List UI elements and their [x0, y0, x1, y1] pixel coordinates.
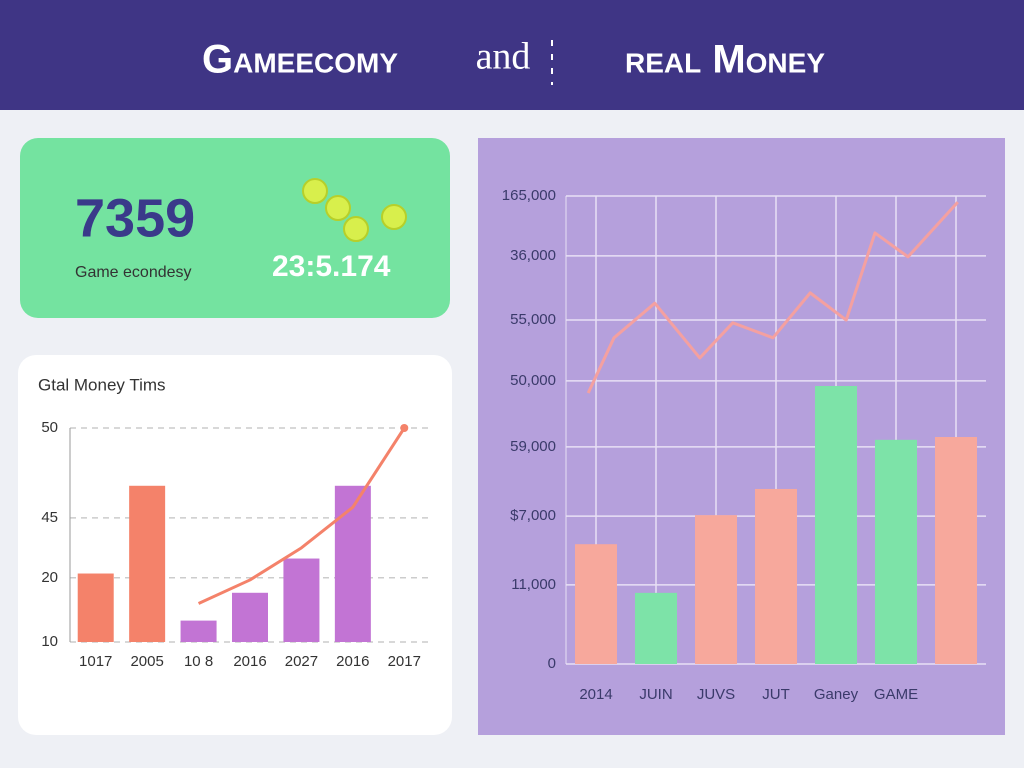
x-tick-label: GAME — [874, 686, 918, 703]
bar — [755, 488, 797, 664]
y-tick-label: 36,000 — [510, 247, 556, 264]
bar — [129, 485, 166, 642]
y-tick-label: 50,000 — [510, 372, 556, 389]
bar — [334, 485, 371, 642]
x-tick-label: 2017 — [388, 653, 421, 670]
y-tick-label: 59,000 — [510, 438, 556, 455]
bar — [283, 558, 320, 642]
y-tick-label: 0 — [548, 655, 556, 672]
bar — [695, 515, 737, 664]
bar — [575, 544, 617, 664]
line-end-dot — [400, 424, 409, 432]
coins-icon — [302, 178, 407, 242]
chart-card — [18, 355, 452, 735]
x-tick-label: JUT — [762, 686, 790, 703]
header-bar — [0, 0, 1024, 110]
bar — [77, 573, 114, 642]
y-tick-label: $7,000 — [510, 507, 556, 524]
x-tick-label: Ganey — [814, 686, 859, 703]
stat-value: 7359 — [75, 188, 195, 248]
y-tick-label: 11,000 — [511, 576, 556, 593]
y-tick-label: 10 — [41, 633, 58, 650]
stat-secondary: 23:5.174 — [272, 250, 391, 283]
x-tick-label: 2016 — [233, 653, 266, 670]
x-tick-label: 2014 — [579, 686, 612, 703]
bar — [180, 620, 217, 642]
x-tick-label: 1017 — [79, 653, 112, 670]
x-tick-label: JUIN — [639, 686, 672, 703]
bar — [935, 437, 977, 664]
y-tick-label: 50 — [41, 419, 58, 436]
stat-card — [20, 138, 450, 318]
y-tick-label: 20 — [41, 569, 58, 586]
x-tick-label: 10 8 — [184, 653, 213, 670]
chart-title: Gtal Money Tims — [38, 375, 166, 394]
x-tick-label: JUVS — [697, 686, 735, 703]
bar — [635, 592, 677, 664]
bar — [815, 386, 857, 664]
y-tick-label: 45 — [41, 509, 58, 526]
bar — [875, 439, 917, 664]
header-title: and — [476, 36, 531, 78]
header-title: Gameecomy — [202, 38, 398, 82]
header-title: real Money — [625, 38, 825, 82]
x-tick-label: 2005 — [130, 653, 163, 670]
x-tick-label: 2027 — [285, 653, 318, 670]
line — [197, 427, 406, 605]
y-tick-label: 55,000 — [510, 311, 556, 328]
stat-label: Game econdesy — [75, 264, 192, 281]
y-tick-label: 165,000 — [502, 187, 556, 204]
line — [586, 201, 959, 394]
chart-panel — [478, 138, 1005, 735]
bar — [232, 592, 268, 642]
x-tick-label: 2016 — [336, 653, 369, 670]
